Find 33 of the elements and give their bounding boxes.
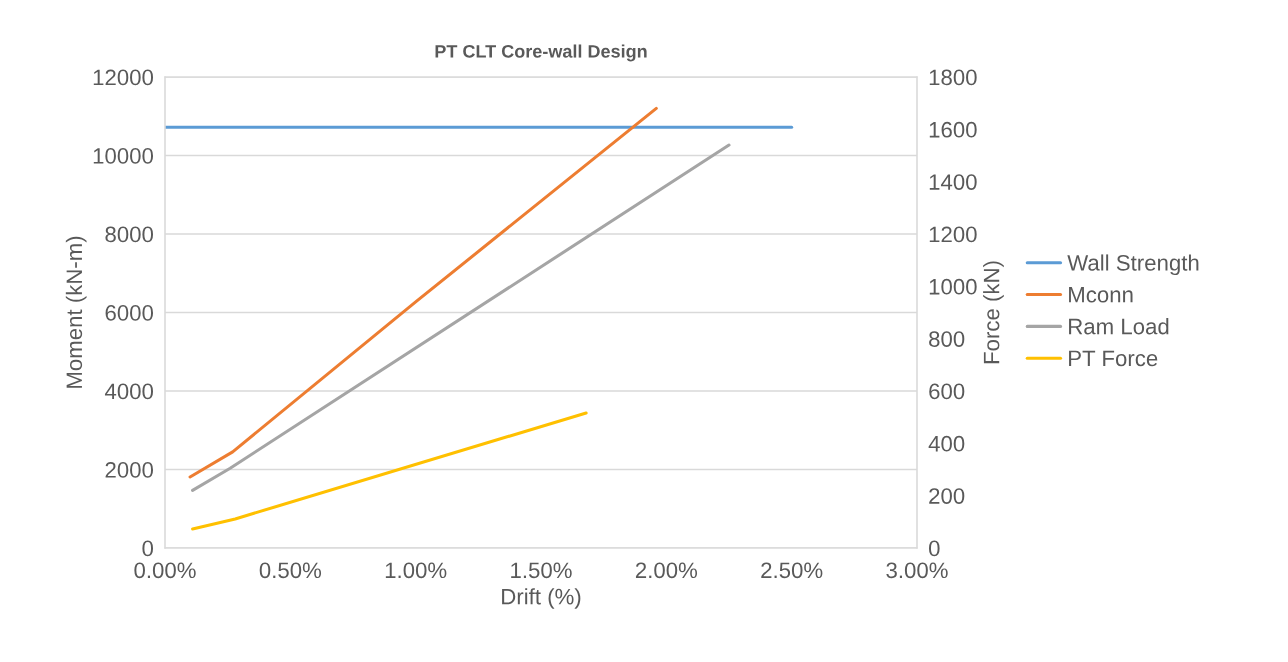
- x-tick-label: 3.00%: [886, 562, 948, 579]
- y-tick-label: 10000: [93, 148, 154, 164]
- chart-title: PT CLT Core-wall Design: [435, 44, 647, 62]
- y-axis-title: Moment (kN-m): [65, 236, 87, 388]
- x-tick-label: 0.00%: [134, 562, 196, 579]
- y2-tick-label: 0: [928, 540, 940, 557]
- y2-tick-label: 1200: [929, 226, 977, 243]
- legend-label: Wall Strength: [1067, 254, 1199, 276]
- legend-label: Ram Load: [1069, 318, 1169, 335]
- x-tick-label: 2.50%: [761, 562, 823, 579]
- y-tick-label: 2000: [105, 462, 154, 478]
- x-tick-label: 0.50%: [259, 562, 322, 579]
- y-tick-label: 6000: [105, 305, 154, 321]
- y2-tick-label: 200: [929, 488, 965, 504]
- legend-label: PT Force: [1069, 350, 1158, 367]
- x-tick-label: 1.50%: [511, 562, 572, 579]
- y2-tick-label: 800: [929, 331, 965, 347]
- line-series: [188, 106, 658, 479]
- legend-label: Mconn: [1069, 287, 1133, 303]
- y2-tick-label: 1800: [929, 69, 977, 86]
- y-tick-label: 4000: [104, 383, 154, 400]
- y2-tick-label: 400: [928, 435, 965, 452]
- x-axis-title: Drift (%): [502, 588, 581, 609]
- y2-tick-label: 1400: [929, 174, 977, 190]
- y2-tick-label: 1000: [929, 278, 977, 295]
- x-tick-label: 1.00%: [385, 562, 447, 579]
- x-tick-label: 2.00%: [635, 562, 698, 579]
- y-tick-label: 8000: [105, 226, 154, 243]
- y2-tick-label: 1600: [929, 121, 977, 138]
- y-tick-label: 12000: [93, 69, 154, 86]
- y2-tick-label: 600: [929, 383, 965, 400]
- y2-axis-title: Force (kN): [983, 261, 1004, 364]
- y-tick-label: 0: [142, 540, 154, 557]
